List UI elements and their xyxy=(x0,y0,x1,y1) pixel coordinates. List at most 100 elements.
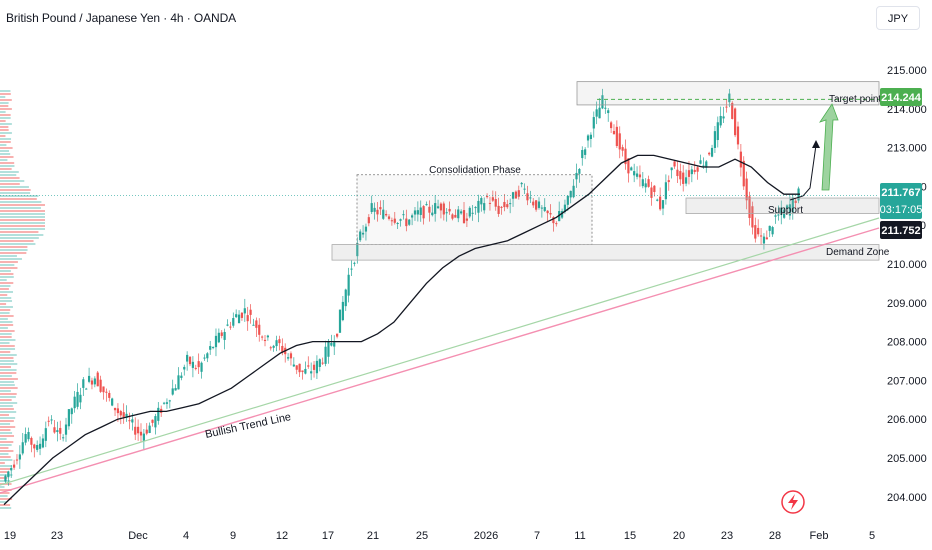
volume-profile-bar xyxy=(0,279,7,281)
candle-body xyxy=(223,331,226,340)
x-tick-label: 4 xyxy=(183,530,189,542)
volume-profile-bar xyxy=(0,450,14,452)
candle-body xyxy=(436,206,440,209)
volume-profile-bar xyxy=(0,258,22,260)
volume-profile-bar xyxy=(0,399,12,401)
candle-body xyxy=(30,437,33,445)
candle-body xyxy=(575,172,578,180)
candle-body xyxy=(344,289,347,307)
candle-body xyxy=(298,363,301,373)
candle-body xyxy=(529,197,532,199)
candle-body xyxy=(278,339,281,344)
candle-body xyxy=(226,324,229,326)
candle-body xyxy=(638,174,642,178)
candle-body xyxy=(422,206,425,219)
x-tick-label: 2026 xyxy=(474,530,498,542)
candle-body xyxy=(62,437,65,439)
volume-profile-bar xyxy=(0,360,14,362)
volume-profile-bar xyxy=(0,162,15,164)
candle-body xyxy=(509,203,512,205)
candle-body xyxy=(90,380,94,385)
candle-body xyxy=(699,160,702,164)
candle-body xyxy=(483,203,486,211)
volume-profile-bar xyxy=(0,150,10,152)
x-tick-label: 5 xyxy=(869,530,875,542)
volume-profile-bar xyxy=(0,129,9,131)
candle-body xyxy=(27,432,30,440)
volume-profile-bar xyxy=(0,471,8,473)
candle-body xyxy=(53,427,56,433)
candle-body xyxy=(647,179,650,187)
candle-body xyxy=(148,425,151,433)
candle-body xyxy=(327,341,330,357)
candle-body xyxy=(785,205,789,209)
volume-profile-bar xyxy=(0,144,7,146)
candle-body xyxy=(777,214,780,216)
candle-body xyxy=(304,368,307,374)
candle-body xyxy=(532,201,535,206)
volume-profile-bar xyxy=(0,309,11,311)
volume-profile-bar xyxy=(0,213,45,215)
candle-body xyxy=(96,372,99,387)
candle-body xyxy=(237,314,241,324)
x-axis[interactable]: 19 23 Dec 4 9 12 17 21 25 2026 7 11 15 20 23 28 Feb 5 xyxy=(4,530,875,542)
candle-body xyxy=(154,416,157,428)
candle-body xyxy=(307,365,310,367)
candle-body xyxy=(183,366,186,370)
candle-body xyxy=(261,336,264,338)
volume-profile-bar xyxy=(0,387,18,389)
candle-body xyxy=(232,318,235,326)
volume-profile-bar xyxy=(0,336,12,338)
volume-profile-bar xyxy=(0,183,20,185)
candle-body xyxy=(361,232,365,235)
candle-body xyxy=(36,445,39,450)
candle-body xyxy=(312,364,316,370)
candle-body xyxy=(21,442,24,454)
y-axis[interactable]: 215.000214.000213.000212.000211.000210.0… xyxy=(887,65,927,504)
volume-profile-bar xyxy=(0,423,11,425)
candle-body xyxy=(589,134,593,139)
candle-body xyxy=(428,206,431,213)
candle-body xyxy=(108,392,111,398)
candle-body xyxy=(494,199,497,207)
lightning-icon[interactable] xyxy=(781,490,805,514)
candle-body xyxy=(10,467,13,471)
candle-body xyxy=(670,167,673,171)
y-tick-label: 215.000 xyxy=(887,65,927,77)
volume-profile-bar xyxy=(0,321,13,323)
volume-profile-bar xyxy=(0,231,39,233)
candle-body xyxy=(745,178,748,201)
candle-body xyxy=(289,353,293,359)
volume-profile-bar xyxy=(0,93,11,95)
candle-body xyxy=(526,193,529,201)
candle-body xyxy=(214,335,218,348)
current-price-tag: 211.752 xyxy=(880,221,922,239)
volume-profile-bar xyxy=(0,204,45,206)
candle-body xyxy=(477,200,480,213)
candle-body xyxy=(367,217,370,224)
volume-profile-bar xyxy=(0,90,11,92)
svg-text:03:17:05: 03:17:05 xyxy=(880,204,923,216)
volume-profile-bar xyxy=(0,195,39,197)
candle-body xyxy=(445,212,448,214)
candle-body xyxy=(708,152,711,155)
volume-profile-bar xyxy=(0,297,12,299)
candle-body xyxy=(552,217,555,224)
volume-profile-bar xyxy=(0,441,14,443)
candle-body xyxy=(563,204,567,212)
trend-line xyxy=(0,227,880,494)
currency-selector[interactable]: JPY xyxy=(876,6,920,30)
candle-body xyxy=(128,420,131,422)
candle-body xyxy=(44,428,47,441)
candle-body xyxy=(220,332,223,336)
svg-text:211.752: 211.752 xyxy=(881,225,920,237)
candle-body xyxy=(341,301,344,321)
volume-profile-bar xyxy=(0,216,45,218)
moving-average-line xyxy=(3,154,800,506)
candle-body xyxy=(353,262,356,264)
x-tick-label: 7 xyxy=(534,530,540,542)
volume-profile-bar xyxy=(0,138,12,140)
candle-body xyxy=(387,216,391,219)
candle-body xyxy=(134,426,137,435)
